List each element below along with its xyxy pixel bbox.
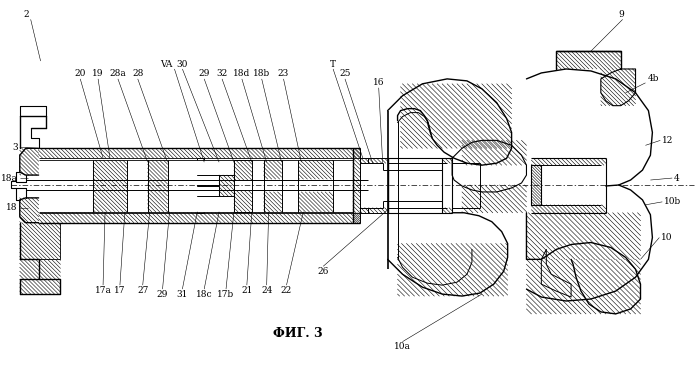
Bar xyxy=(526,213,640,259)
Text: 29: 29 xyxy=(199,70,210,78)
Text: 10а: 10а xyxy=(394,342,411,351)
Bar xyxy=(442,208,452,213)
Bar xyxy=(360,208,368,213)
Bar xyxy=(353,148,360,223)
Text: 9: 9 xyxy=(619,10,624,19)
Text: 30: 30 xyxy=(177,60,188,68)
Bar xyxy=(401,84,512,148)
Text: 18: 18 xyxy=(6,203,17,212)
Bar xyxy=(234,160,252,180)
Bar xyxy=(20,259,60,294)
Text: 18b: 18b xyxy=(253,70,271,78)
Text: 10b: 10b xyxy=(664,197,682,206)
Text: 10: 10 xyxy=(661,233,673,242)
Text: 32: 32 xyxy=(217,70,228,78)
Text: 18d: 18d xyxy=(233,70,250,78)
Text: VA: VA xyxy=(160,60,173,68)
Text: 31: 31 xyxy=(177,290,188,298)
Bar xyxy=(298,192,333,212)
Bar xyxy=(264,192,282,212)
Bar xyxy=(264,160,282,179)
Text: 3: 3 xyxy=(12,143,17,152)
Bar xyxy=(20,198,38,223)
Bar xyxy=(38,148,360,158)
Bar xyxy=(38,213,360,223)
Text: 4: 4 xyxy=(675,174,680,183)
Text: 4b: 4b xyxy=(647,74,659,84)
Text: 27: 27 xyxy=(137,286,148,295)
Text: 12: 12 xyxy=(663,136,674,145)
Bar xyxy=(462,140,526,165)
Text: 18с: 18с xyxy=(196,290,212,298)
Text: 25: 25 xyxy=(339,70,351,78)
Text: 28а: 28а xyxy=(110,70,127,78)
Bar xyxy=(93,160,127,212)
Bar xyxy=(601,69,635,106)
Bar xyxy=(556,51,621,69)
Bar xyxy=(398,244,507,296)
Bar xyxy=(531,205,606,213)
Text: 2: 2 xyxy=(24,10,29,19)
Text: 23: 23 xyxy=(278,70,289,78)
Bar xyxy=(219,175,234,196)
Text: 18а: 18а xyxy=(1,174,17,183)
Text: 17b: 17b xyxy=(217,290,235,298)
Text: 28: 28 xyxy=(132,70,143,78)
Bar xyxy=(368,208,388,213)
Text: 17: 17 xyxy=(114,286,126,295)
Bar xyxy=(462,185,526,213)
Bar xyxy=(360,158,368,163)
Bar xyxy=(20,223,60,259)
Bar xyxy=(298,160,333,179)
Text: 20: 20 xyxy=(75,70,86,78)
Text: 17а: 17а xyxy=(94,286,112,295)
Text: ФИГ. 3: ФИГ. 3 xyxy=(273,327,322,340)
Bar xyxy=(526,259,640,314)
Text: 22: 22 xyxy=(281,286,292,295)
Bar xyxy=(368,158,388,163)
Bar xyxy=(20,148,38,175)
Text: 16: 16 xyxy=(373,78,384,87)
Text: 29: 29 xyxy=(157,290,168,298)
Text: 24: 24 xyxy=(261,286,273,295)
Bar xyxy=(531,165,541,205)
Text: 19: 19 xyxy=(92,70,104,78)
Text: 21: 21 xyxy=(241,286,252,295)
Text: 26: 26 xyxy=(317,267,329,276)
Bar xyxy=(147,160,168,212)
Bar xyxy=(234,191,252,212)
Text: T: T xyxy=(330,60,336,68)
Bar xyxy=(531,158,606,165)
Bar xyxy=(442,158,452,163)
